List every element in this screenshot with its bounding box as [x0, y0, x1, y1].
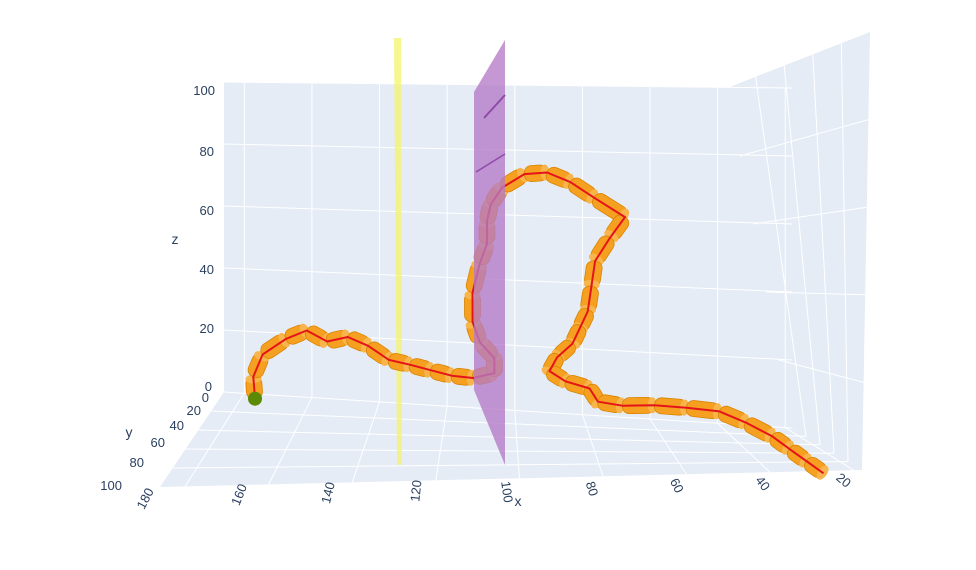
side-gridline — [739, 119, 869, 157]
x-tick-label: 140 — [318, 480, 338, 505]
z-tick-label: 100 — [193, 83, 215, 98]
y-tick-label: 100 — [100, 478, 122, 493]
side-gridline — [755, 76, 807, 437]
z-gridline — [223, 205, 793, 225]
trace-line — [252, 171, 825, 475]
z-gridline — [223, 267, 793, 293]
side-wall — [727, 32, 870, 470]
x-tick-label: 180 — [133, 485, 156, 511]
y-tick-label: 80 — [130, 455, 144, 470]
start-marker — [248, 391, 263, 406]
y-gridline — [185, 448, 835, 454]
side-gridline — [752, 206, 867, 225]
x-floor-gridline — [784, 427, 854, 471]
z-axis-title: z — [172, 231, 179, 247]
purple-plane-edge — [475, 153, 506, 173]
x-floor-gridline — [351, 401, 380, 483]
x-axis-title: x — [515, 493, 522, 509]
y-gridline — [172, 461, 849, 469]
back-wall — [224, 82, 792, 428]
x-tick-label: 120 — [407, 479, 424, 502]
z-axis: 0 20 40 60 80 100 z — [172, 83, 216, 394]
x-tick-label: 80 — [583, 480, 602, 498]
purple-plane-face — [474, 40, 505, 465]
side-gridline — [812, 54, 835, 454]
y-axis: 0 20 40 60 80 100 y — [100, 390, 209, 493]
x-floor-gridline — [514, 410, 520, 479]
start-point — [248, 391, 263, 406]
side-gridline — [778, 359, 864, 383]
side-gridline — [765, 291, 866, 296]
z-gridline — [223, 81, 793, 89]
x-floor-gridline — [184, 393, 245, 487]
y-tick-label: 60 — [151, 435, 165, 450]
x-floor-gridline — [717, 422, 771, 473]
x-floor-gridline — [649, 418, 687, 475]
x-tick-label: 160 — [228, 482, 250, 508]
x-floor-gridline — [435, 406, 448, 481]
x-floor-gridline — [268, 397, 313, 485]
x-tick-label: 20 — [833, 470, 854, 491]
z-gridline — [223, 143, 793, 157]
x-tick-label: 100 — [498, 480, 516, 504]
trace-polyline — [252, 171, 825, 475]
y-tick-label: 40 — [170, 418, 184, 433]
z-tick-label: 80 — [200, 144, 214, 159]
y-gridline — [198, 429, 821, 446]
x-tick-label: 60 — [667, 476, 687, 496]
x-floor-gridline — [581, 414, 604, 477]
z-tick-label: 20 — [200, 321, 214, 336]
z-tick-label: 40 — [200, 262, 214, 277]
purple-cut-plane — [474, 40, 506, 465]
side-gridline — [783, 65, 821, 445]
z-gridline — [223, 391, 793, 429]
side-gridline — [840, 43, 849, 462]
purple-plane-edge — [483, 94, 506, 119]
scene-gridlines — [172, 43, 869, 487]
y-axis-title: y — [126, 424, 133, 440]
y-tick-label: 20 — [187, 403, 201, 418]
y-gridline — [211, 410, 807, 437]
z-tick-label: 60 — [200, 203, 214, 218]
y-tick-label: 0 — [202, 390, 209, 405]
x-tick-label: 40 — [752, 473, 773, 494]
z-tick-label: 0 — [205, 379, 212, 394]
